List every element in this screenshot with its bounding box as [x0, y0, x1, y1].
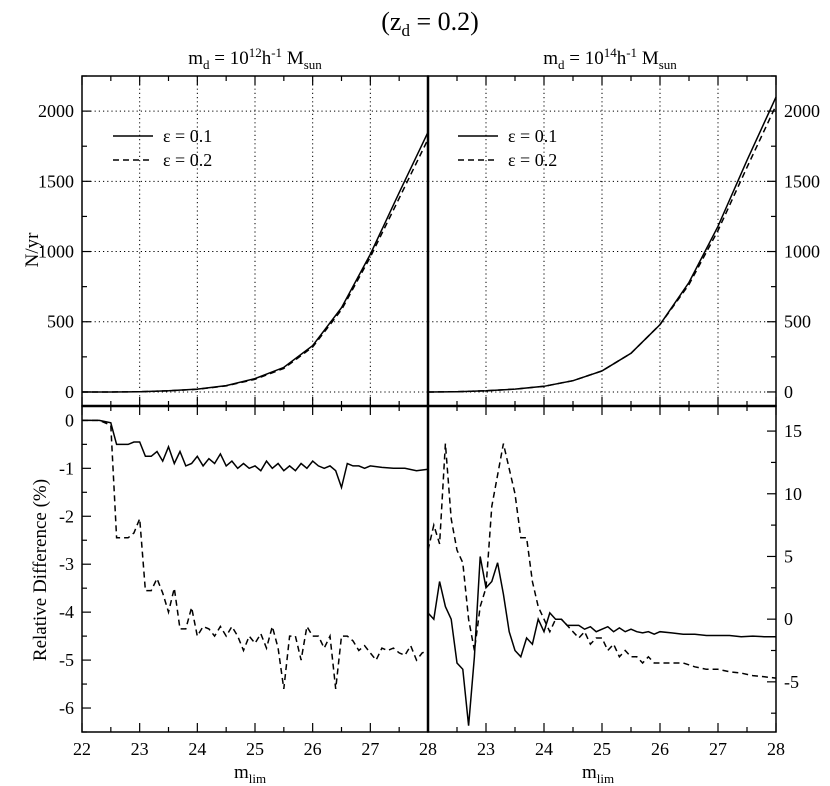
- y-tick-label: -4: [59, 602, 74, 622]
- y-tick-label: -5: [784, 672, 799, 692]
- x-tick-label: 24: [535, 739, 553, 759]
- y-tick-label: -6: [59, 698, 74, 718]
- panel-top-left: 0 500 1000 1500 2000: [38, 75, 429, 407]
- y-tick-label: 500: [47, 312, 74, 332]
- x-tick-label: 27: [361, 739, 379, 759]
- y-tick-label: -2: [59, 506, 74, 526]
- x-tick-label: 26: [651, 739, 669, 759]
- ylabel-bottom-left: Relative Difference (%): [30, 479, 51, 661]
- x-tick-label: 28: [419, 739, 437, 759]
- y-tick-label: 2000: [784, 101, 820, 121]
- panel-title-left: md = 1012h-1 Msun: [188, 45, 322, 72]
- figure-title-sub: d: [401, 21, 410, 40]
- xlabel-right: mlim: [582, 762, 614, 786]
- y-tick-label: 0: [65, 410, 74, 430]
- xlabel-left: mlim: [234, 762, 266, 786]
- legend-left: ε = 0.1 ε = 0.2: [113, 126, 212, 170]
- x-tick-label: 25: [246, 739, 264, 759]
- plot-frame-top-right: [427, 75, 777, 407]
- x-tick-label: 24: [188, 739, 206, 759]
- series-line-top-right-eps-0-2: [427, 105, 777, 393]
- panel-bottom-left: 0 -1 -2 -3 -4 -5 -6: [59, 405, 429, 733]
- figure-title: (zd = 0.2): [381, 7, 479, 40]
- series-line-bottom-right-eps-0-2: [427, 443, 777, 679]
- legend-dash-label-right: ε = 0.2: [508, 150, 557, 170]
- x-tick-label: 28: [767, 739, 785, 759]
- plot-frame-bottom-left: [81, 405, 429, 733]
- series-line-top-left-eps-0-1: [82, 131, 429, 393]
- y-tick-label: 0: [65, 382, 74, 402]
- x-tick-label: 26: [304, 739, 322, 759]
- legend-right: ε = 0.1 ε = 0.2: [458, 126, 557, 170]
- y-tick-label: 5: [784, 546, 793, 566]
- x-tick-label: 22: [73, 739, 91, 759]
- series-line-bottom-left-eps-0-2: [82, 419, 429, 690]
- y-tick-label: 2000: [38, 101, 74, 121]
- panel-title-right: md = 1014h-1 Msun: [543, 45, 677, 72]
- x-tick-label: 23: [131, 739, 149, 759]
- y-tick-label: 1000: [38, 242, 74, 262]
- y-tick-label: 1500: [38, 171, 74, 191]
- plot-layer: 0 500 1000 1500 2000 0 500 1000 1500 2000 0 -1 -2 -3 -…: [38, 75, 820, 759]
- series-line-bottom-right-eps-0-1: [427, 556, 776, 726]
- x-tick-label: 27: [709, 739, 727, 759]
- y-tick-label: 1000: [784, 242, 820, 262]
- panel-bottom-right: 15 10 5 0 -5: [427, 405, 802, 733]
- series-line-top-left-eps-0-2: [82, 138, 429, 393]
- y-tick-label: -3: [59, 554, 74, 574]
- y-tick-label: 15: [784, 421, 802, 441]
- ylabel-top-left: N/yr: [22, 232, 43, 268]
- y-tick-label: -5: [59, 650, 74, 670]
- series-line-top-right-eps-0-1: [427, 96, 777, 393]
- panel-top-right: 0 500 1000 1500 2000: [427, 75, 820, 407]
- y-tick-label: 10: [784, 484, 802, 504]
- y-tick-label: 500: [784, 312, 811, 332]
- x-tick-label: 23: [477, 739, 495, 759]
- y-tick-label: 0: [784, 382, 793, 402]
- x-tick-label: 25: [593, 739, 611, 759]
- series-line-bottom-left-eps-0-1: [82, 419, 429, 491]
- legend-solid-label-left: ε = 0.1: [163, 126, 212, 146]
- y-tick-label: -1: [59, 458, 74, 478]
- legend-dash-label-left: ε = 0.2: [163, 150, 212, 170]
- legend-solid-label-right: ε = 0.1: [508, 126, 557, 146]
- y-tick-label: 0: [784, 609, 793, 629]
- y-tick-label: 1500: [784, 171, 820, 191]
